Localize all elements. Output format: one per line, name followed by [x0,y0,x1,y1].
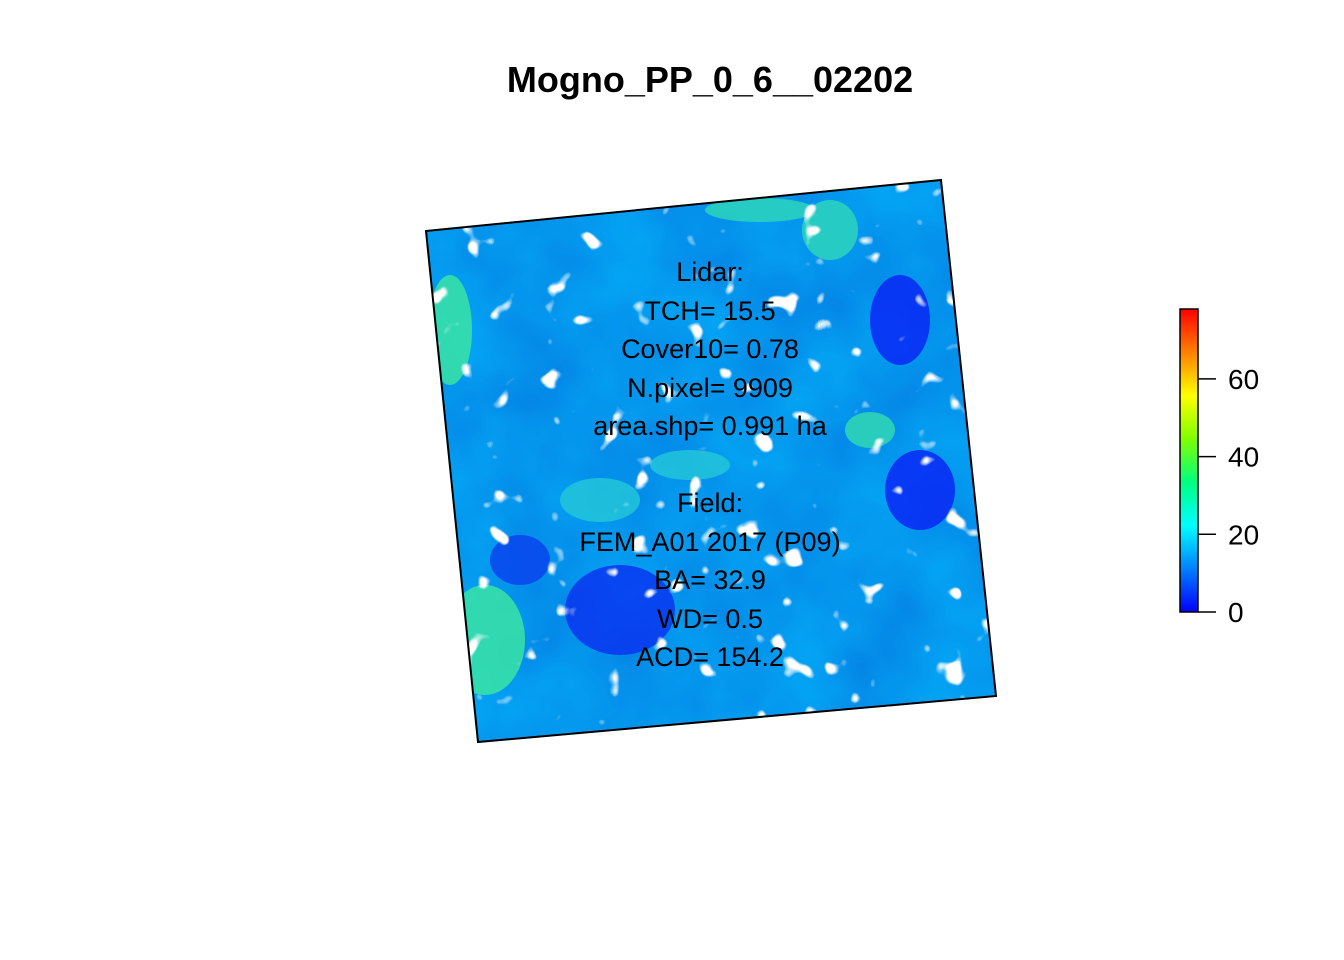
annotation-line: Cover10= 0.78 [621,334,799,364]
annotation-line: area.shp= 0.991 ha [593,411,827,441]
colorbar-tick-label: 40 [1228,442,1259,473]
plot-boundary [424,178,998,744]
annotation-line: TCH= 15.5 [644,295,776,326]
annotation-line: BA= 32.9 [654,565,766,595]
plot-annotation: Lidar: TCH= 15.5 Cover10= 0.78 N.pixel= … [460,253,960,677]
colorbar-ticks: 0 20 40 60 [1198,364,1259,628]
annotation-line: Lidar: [676,257,744,287]
annotation-line: WD= 0.5 [657,603,763,634]
annotation-line [460,446,960,485]
annotation-line: FEM_A01 2017 (P09) [579,526,841,557]
colorbar-tick-label: 20 [1228,519,1259,550]
colorbar-tick-label: 60 [1228,364,1259,395]
annotation-line: Field: [676,488,744,518]
colorbar-tick-label: 0 [1228,597,1244,628]
colorbar-legend: 0 20 40 60 [1179,308,1259,628]
colorbar-gradient [1179,308,1199,613]
chart-title: Mogno_PP_0_6__02202 [506,59,914,100]
annotation-line: ACD= 154.2 [636,642,784,672]
annotation-line: N.pixel= 9909 [627,372,793,403]
